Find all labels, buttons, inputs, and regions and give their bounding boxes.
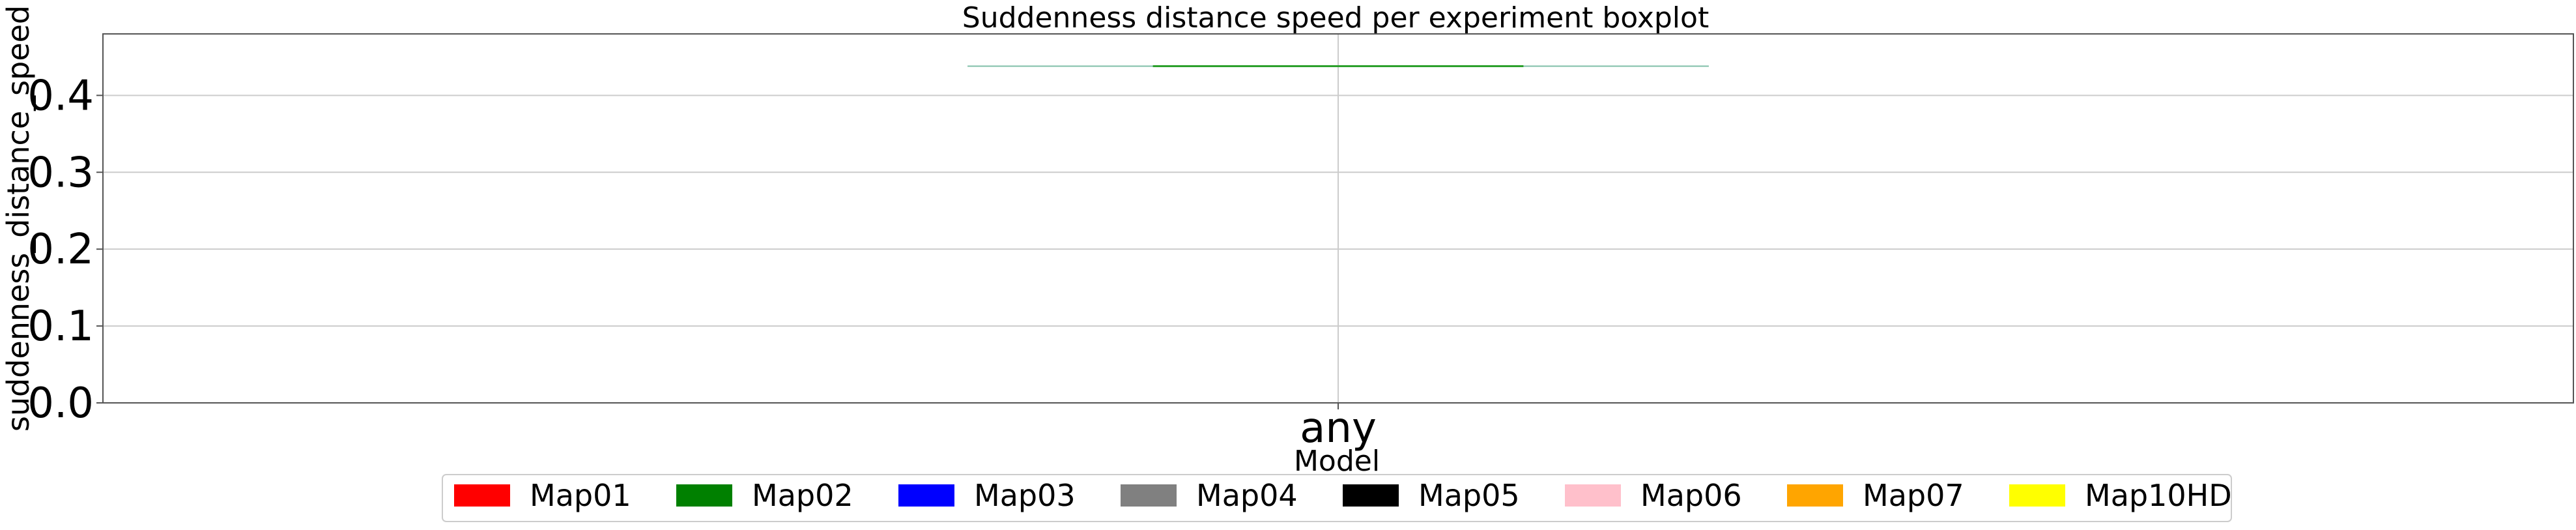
legend-label: Map02 — [752, 478, 853, 513]
legend-label: Map04 — [1196, 478, 1298, 513]
chart-title: Suddenness distance speed per experiment… — [962, 1, 1709, 35]
y-axis-label: suddenness_distance_speed — [1, 5, 36, 432]
x-axis-label: Model — [1294, 445, 1380, 478]
legend-label: Map06 — [1640, 478, 1742, 513]
y-tick-label: 0.4 — [27, 72, 94, 120]
legend-label: Map03 — [974, 478, 1076, 513]
legend-label: Map05 — [1418, 478, 1520, 513]
legend-swatch — [1565, 484, 1621, 507]
legend-swatch — [2009, 484, 2065, 507]
y-tick-label: 0.2 — [27, 226, 94, 274]
legend-swatch — [1343, 484, 1399, 507]
legend-label: Map07 — [1863, 478, 1964, 513]
legend-label: Map01 — [530, 478, 631, 513]
legend-swatch — [1787, 484, 1843, 507]
legend-label: Map10HD — [2085, 478, 2232, 513]
y-tick-label: 0.1 — [27, 302, 94, 351]
y-axis-ticks: 0.0 0.1 0.2 0.3 0.4 — [27, 72, 103, 428]
legend-swatch — [1121, 484, 1177, 507]
y-tick-label: 0.0 — [27, 379, 94, 428]
legend-swatch — [898, 484, 954, 507]
legend-swatch — [676, 484, 732, 507]
y-tick-label: 0.3 — [27, 149, 94, 197]
legend-swatch — [454, 484, 510, 507]
legend: Map01 Map02 Map03 Map04 Map05 Map06 Map07 Map10… — [442, 475, 2232, 522]
